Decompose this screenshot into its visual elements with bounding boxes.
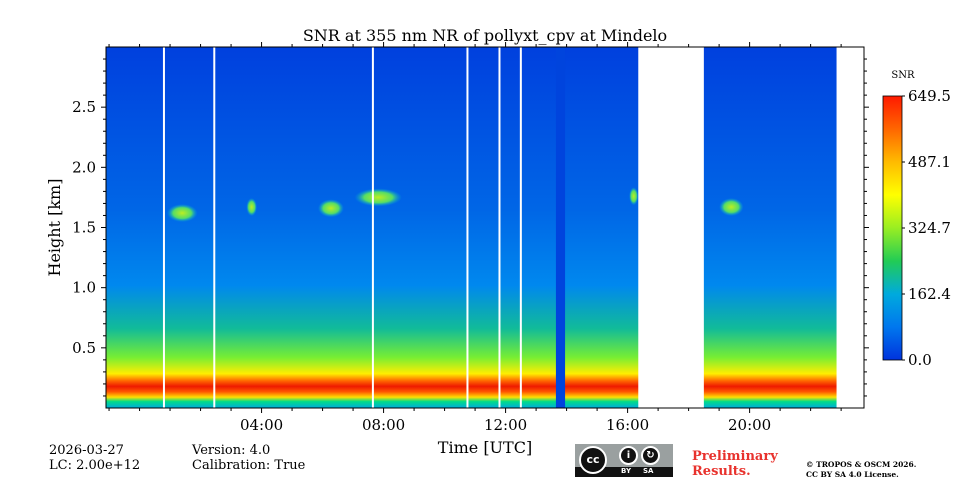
y-tick-label: 1.0 — [72, 279, 96, 297]
footer-date: 2026-03-27 — [49, 443, 124, 458]
low-snr-stripe — [555, 47, 566, 408]
footer-lidar-constant: LC: 2.00e+12 — [49, 458, 141, 473]
cc-by-sa-license-badge: cc i ↻ BY SA — [575, 444, 673, 477]
y-tick-label: 0.5 — [72, 339, 96, 357]
copyright-note: © TROPOS & OSCM 2026. CC BY SA 4.0 Licen… — [806, 460, 916, 480]
colorbar-tick-label: 324.7 — [908, 219, 951, 237]
y-axis-label: Height [km] — [45, 179, 64, 277]
person-attribution-icon: i — [619, 446, 638, 465]
copyright-line-2: CC BY SA 4.0 License. — [806, 470, 899, 479]
cloud-patch-2 — [246, 198, 257, 217]
colorbar — [882, 95, 903, 361]
y-tick-label: 2.0 — [72, 158, 96, 176]
y-tick-label: 1.5 — [72, 219, 96, 237]
colorbar-title: SNR — [891, 70, 915, 81]
preliminary-line-2: Results. — [692, 464, 751, 479]
preliminary-line-1: Preliminary — [692, 449, 778, 464]
colorbar-tick-label: 649.5 — [908, 87, 951, 105]
data-segment-2 — [703, 47, 837, 408]
x-tick-label: 08:00 — [362, 416, 405, 434]
colorbar-tick-label: 0.0 — [908, 351, 932, 369]
x-tick-label: 20:00 — [728, 416, 771, 434]
cc-icon: cc — [579, 446, 607, 474]
x-axis-label: Time [UTC] — [438, 438, 532, 457]
cloud-patch-1 — [167, 204, 198, 223]
cc-by-label: BY — [621, 467, 632, 475]
footer-version: Version: 4.0 — [192, 443, 271, 458]
colorbar-tick-label: 162.4 — [908, 285, 951, 303]
x-tick-label: 16:00 — [606, 416, 649, 434]
x-tick-label: 04:00 — [240, 416, 283, 434]
cc-sa-label: SA — [643, 467, 654, 475]
preliminary-results-note: Preliminary Results. — [692, 449, 778, 479]
chart-title: SNR at 355 nm NR of pollyxt_cpv at Minde… — [302, 26, 668, 45]
cloud-patch-5 — [629, 187, 639, 206]
colorbar-tick-label: 487.1 — [908, 153, 951, 171]
cloud-patch-3 — [317, 199, 344, 218]
x-tick-label: 12:00 — [484, 416, 527, 434]
cloud-patch-4 — [354, 188, 402, 207]
share-alike-icon: ↻ — [641, 446, 660, 465]
cloud-patch-6 — [719, 198, 744, 217]
copyright-line-1: © TROPOS & OSCM 2026. — [806, 460, 917, 469]
y-tick-label: 2.5 — [72, 98, 96, 116]
footer-calibration: Calibration: True — [192, 458, 306, 473]
